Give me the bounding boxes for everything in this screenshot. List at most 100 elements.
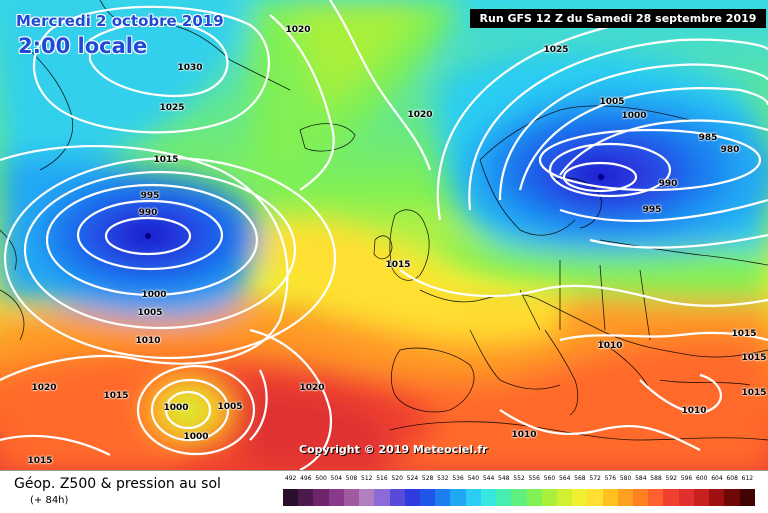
isobar-label: 1005 [137, 308, 163, 318]
legend-tick-row: 492 496 500 504 508 512 516 520 524 528 532 536 540 5… [283, 475, 755, 487]
legend-tick-label: 556 [528, 475, 540, 482]
legend-swatch [496, 489, 512, 506]
isobar-label: 1015 [153, 155, 179, 165]
legend-tick-label: 552 [513, 475, 525, 482]
legend-tick-label: 608 [726, 475, 738, 482]
legend-color-bar [283, 489, 755, 506]
legend-tick-label: 592 [665, 475, 677, 482]
isobar-label: 1000 [621, 111, 647, 121]
legend-swatch [389, 489, 405, 506]
legend-tick-label: 568 [574, 475, 586, 482]
legend-tick-label: 504 [330, 475, 343, 482]
isobar-label: 990 [658, 179, 678, 189]
legend-swatch [587, 489, 603, 506]
isobar-label: 1020 [285, 25, 311, 35]
legend-tick-label: 496 [300, 475, 312, 482]
legend-tick-label: 516 [376, 475, 388, 482]
isobar-label: 995 [140, 191, 160, 201]
legend-swatch [678, 489, 694, 506]
legend-tick-label: 528 [421, 475, 434, 482]
isobar-label: 1000 [141, 290, 167, 300]
isobar-label: 1020 [407, 110, 433, 120]
isobar-label: 1015 [741, 388, 767, 398]
legend-tick-label: 596 [680, 475, 693, 482]
isobar-label: 1015 [385, 260, 411, 270]
isobar-label: 990 [138, 208, 158, 218]
isobar-label: 995 [642, 205, 662, 215]
legend-tick-label: 540 [467, 475, 480, 482]
legend-swatch [602, 489, 618, 506]
legend-swatch [359, 489, 375, 506]
legend-swatch [556, 489, 573, 506]
legend-tick-label: 524 [406, 475, 419, 482]
legend-tick-label: 500 [315, 475, 327, 482]
legend-swatch [572, 489, 588, 506]
legend-tick-label: 512 [361, 475, 373, 482]
legend-swatch [511, 489, 527, 506]
legend-tick-label: 584 [635, 475, 647, 482]
map-subtitle: (+ 84h) [30, 495, 69, 506]
isobar-label: 1010 [681, 406, 707, 416]
isobar-label: 1030 [177, 63, 203, 73]
legend-swatch [313, 489, 329, 506]
weather-map: 1020 1030 1025 1015 995 990 1000 1005 10… [0, 0, 768, 470]
legend-swatch [480, 489, 497, 506]
legend-swatch [404, 489, 420, 506]
isobar-label: 1005 [217, 402, 243, 412]
legend-tick-label: 532 [437, 475, 449, 482]
forecast-date: Mercredi 2 octobre 2019 [16, 12, 224, 30]
legend-swatch [298, 489, 314, 506]
isobar-label: 1015 [741, 353, 767, 363]
isobar-label: 985 [698, 133, 718, 143]
low-center-marker [598, 174, 604, 180]
legend-swatch [617, 489, 634, 506]
map-footer: Géop. Z500 & pression au sol (+ 84h) 492… [0, 470, 768, 513]
legend-swatch [693, 489, 710, 506]
legend-tick-label: 572 [589, 475, 601, 482]
legend-tick-label: 588 [650, 475, 662, 482]
isobar-label: 1025 [159, 103, 185, 113]
isobar-label: 1020 [299, 383, 325, 393]
legend-tick-label: 544 [482, 475, 495, 482]
legend-swatch [343, 489, 360, 506]
isobar-label: 1010 [135, 336, 161, 346]
legend-swatch [450, 489, 466, 506]
legend-swatch [648, 489, 664, 506]
legend-swatch [465, 489, 481, 506]
legend-swatch [709, 489, 725, 506]
low-center-marker [145, 233, 151, 239]
isobar-label: 1015 [103, 391, 129, 401]
legend-tick-label: 604 [711, 475, 723, 482]
color-legend: 492 496 500 504 508 512 516 520 524 528 532 536 540 5… [283, 475, 755, 509]
legend-tick-label: 508 [345, 475, 358, 482]
forecast-time: 2:00 locale [18, 34, 148, 58]
isobar-label: 1020 [31, 383, 57, 393]
legend-tick-label: 520 [391, 475, 403, 482]
map-title: Géop. Z500 & pression au sol [14, 476, 221, 492]
isobar-label: 1025 [543, 45, 569, 55]
legend-tick-label: 612 [741, 475, 754, 482]
legend-swatch [374, 489, 390, 506]
legend-swatch [633, 489, 649, 506]
isobar-label: 1010 [597, 341, 623, 351]
legend-swatch [419, 489, 436, 506]
isobar-label: 1015 [27, 456, 53, 466]
legend-swatch [328, 489, 344, 506]
isobars [0, 0, 768, 470]
legend-swatch [663, 489, 679, 506]
legend-swatch [283, 489, 299, 506]
geopotential-field [0, 0, 768, 470]
legend-tick-label: 492 [284, 475, 297, 482]
legend-swatch [724, 489, 740, 506]
legend-tick-label: 576 [604, 475, 617, 482]
legend-tick-label: 536 [452, 475, 464, 482]
copyright-text: Copyright © 2019 Meteociel.fr [299, 443, 488, 456]
isobar-label: 1000 [163, 403, 189, 413]
legend-swatch [435, 489, 451, 506]
legend-swatch [526, 489, 542, 506]
isobar-label: 1010 [511, 430, 537, 440]
isobar-label: 1000 [183, 432, 209, 442]
legend-tick-label: 548 [498, 475, 510, 482]
pressure-centers [145, 174, 604, 239]
legend-tick-label: 564 [558, 475, 571, 482]
